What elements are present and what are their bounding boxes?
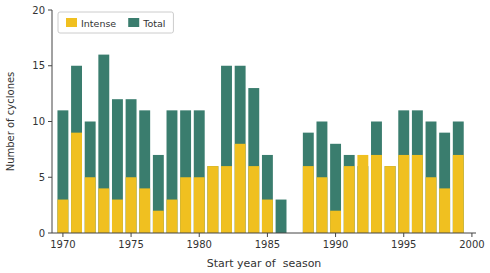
bar (221, 66, 232, 233)
x-tick-label: 1980 (187, 239, 212, 250)
bar (194, 177, 205, 233)
chart-container: 1970 1975 1980 1985 1990 1995 2000 0 5 10 15 20 Star… (0, 0, 490, 273)
x-tick (267, 233, 268, 237)
legend-swatch (128, 18, 139, 27)
series-bars (57, 55, 463, 233)
x-axis-label: Start year of season (207, 257, 322, 270)
bar (276, 200, 287, 233)
bar (207, 166, 218, 233)
bar (112, 99, 123, 233)
bar (453, 122, 464, 234)
bar (71, 66, 82, 233)
bars (57, 55, 463, 233)
bar (71, 133, 82, 233)
bar (412, 110, 423, 233)
x-tick-label: 1990 (323, 239, 348, 250)
x-tick-label: 1975 (118, 239, 143, 250)
y-tick-label: 0 (39, 228, 45, 239)
y-tick-label: 15 (32, 60, 45, 71)
bar (126, 99, 137, 233)
bar (180, 177, 191, 233)
bar (316, 177, 327, 233)
bar (194, 110, 205, 233)
bar (57, 200, 68, 233)
bar (426, 177, 437, 233)
x-tick (131, 233, 132, 237)
bar (139, 188, 150, 233)
y-tick-label: 20 (32, 5, 45, 16)
bar (221, 166, 232, 233)
bar (412, 155, 423, 233)
x-tick (199, 233, 200, 237)
bar (357, 155, 368, 233)
bar (371, 155, 382, 233)
bar (385, 166, 396, 233)
x-tick-label: 2000 (459, 239, 484, 250)
bar (330, 144, 341, 233)
x-tick-label: 1995 (391, 239, 416, 250)
bar (207, 166, 218, 233)
bar (153, 211, 164, 233)
bar (371, 122, 382, 234)
x-axis-line (52, 233, 476, 234)
y-tick (48, 10, 52, 11)
bar (180, 110, 191, 233)
bar (303, 133, 314, 233)
y-tick (48, 121, 52, 122)
bar (398, 110, 409, 233)
bar (167, 200, 178, 233)
axes: 1970 1975 1980 1985 1990 1995 2000 0 5 10 15 20 (32, 5, 484, 251)
y-axis-label: Number of cyclones (5, 72, 16, 172)
bar (57, 110, 68, 233)
bar (248, 166, 259, 233)
y-tick (48, 233, 52, 234)
bar (262, 200, 273, 233)
bar (426, 122, 437, 234)
bar (85, 177, 96, 233)
legend-box (58, 12, 173, 33)
x-tick (62, 233, 63, 237)
bar (126, 177, 137, 233)
bar (344, 155, 355, 233)
legend-swatch (66, 18, 77, 27)
bar (153, 155, 164, 233)
y-tick (48, 177, 52, 178)
bar (303, 166, 314, 233)
bar (344, 166, 355, 233)
x-tick-label: 1970 (50, 239, 75, 250)
x-tick-label: 1985 (255, 239, 280, 250)
legend: Intense Total (58, 12, 173, 33)
bar (262, 155, 273, 233)
bar (439, 133, 450, 233)
bar (385, 166, 396, 233)
bar (98, 188, 109, 233)
bar (453, 155, 464, 233)
chart-svg: 1970 1975 1980 1985 1990 1995 2000 0 5 10 15 20 Star… (0, 0, 490, 273)
bar (235, 144, 246, 233)
legend-label: Total (142, 18, 165, 29)
x-tick (403, 233, 404, 237)
y-tick-label: 10 (32, 116, 45, 127)
legend-label: Intense (81, 18, 116, 29)
series-bars (57, 133, 463, 233)
bar (167, 110, 178, 233)
bar (316, 122, 327, 234)
x-tick (335, 233, 336, 237)
bar (85, 122, 96, 234)
bar (398, 155, 409, 233)
bar (235, 66, 246, 233)
bar (330, 211, 341, 233)
bar (139, 110, 150, 233)
bar (439, 188, 450, 233)
y-tick-label: 5 (39, 172, 45, 183)
bar (98, 55, 109, 233)
y-tick (48, 65, 52, 66)
bar (112, 200, 123, 233)
x-tick (471, 233, 472, 237)
bar (248, 88, 259, 233)
